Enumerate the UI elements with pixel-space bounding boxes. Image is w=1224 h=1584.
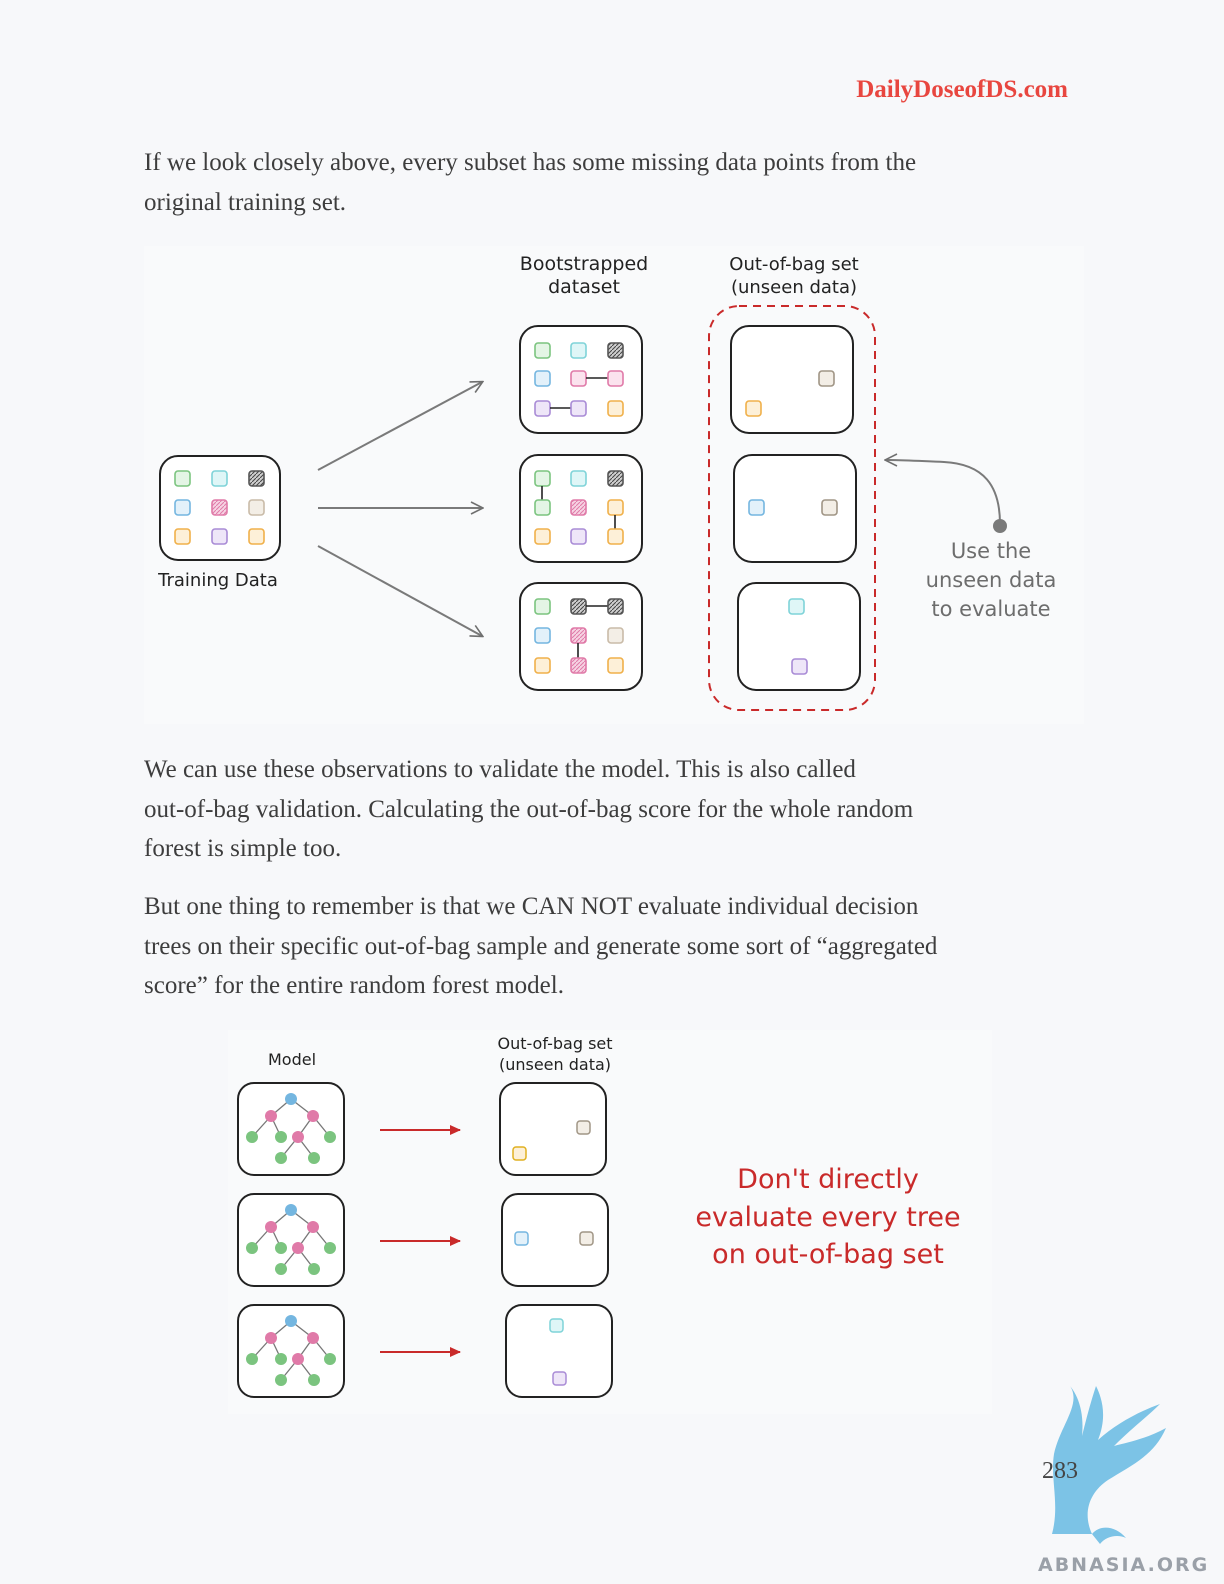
- bootstrapped-set: [519, 325, 643, 434]
- data-point: [211, 470, 228, 487]
- data-point: [248, 470, 265, 487]
- oob-diagram-svg: Bootstrapped dataset Out-of-bag set (uns…: [157, 253, 1057, 711]
- data-point: [174, 528, 191, 545]
- data-point: [248, 528, 265, 545]
- oob-set: [501, 1193, 609, 1287]
- bootstrapped-title: Bootstrapped: [520, 253, 648, 275]
- warning-note: on out-of-bag set: [712, 1239, 944, 1270]
- tree-model-box: [237, 1304, 345, 1398]
- tree-model-box: [237, 1193, 345, 1287]
- oob-set: [505, 1304, 613, 1398]
- pointer-dot-icon: [993, 519, 1007, 533]
- oob-container: [708, 305, 876, 711]
- bootstrapped-set: [519, 454, 643, 563]
- page-number: 283: [1042, 1458, 1078, 1484]
- paragraph-intro: If we look closely above, every subset h…: [144, 143, 1084, 222]
- tree-model-box: [237, 1082, 345, 1176]
- data-point: [211, 499, 228, 516]
- data-point: [248, 499, 265, 516]
- training-data-box: [159, 455, 281, 561]
- paragraph-line: We can use these observations to validat…: [144, 756, 856, 783]
- watermark-text: ABNASIA.ORG: [1038, 1554, 1210, 1576]
- oob-set-title: Out-of-bag set: [729, 254, 858, 275]
- oob-diagram: Bootstrapped dataset Out-of-bag set (uns…: [144, 246, 1084, 724]
- paragraph-line: out-of-bag validation. Calculating the o…: [144, 795, 914, 823]
- arrow-icon: [317, 545, 482, 636]
- paragraph-line: But one thing to remember is that we CAN…: [144, 893, 919, 920]
- data-point: [211, 528, 228, 545]
- data-point: [174, 470, 191, 487]
- oob-set-title: (unseen data): [731, 277, 857, 298]
- oob-set: [499, 1082, 607, 1176]
- griffin-logo-icon: [1052, 1386, 1166, 1544]
- evaluate-note: unseen data: [926, 568, 1057, 592]
- griffin-logo: [1030, 1384, 1170, 1558]
- oob-set: [730, 325, 854, 434]
- bootstrapped-title: dataset: [548, 276, 620, 298]
- paragraph-line: original training set.: [144, 188, 347, 216]
- data-point: [174, 499, 191, 516]
- oob-set-title: Out-of-bag set: [497, 1034, 612, 1053]
- site-header[interactable]: DailyDoseofDS.com: [856, 76, 1068, 103]
- paragraph-line: trees on their specific out-of-bag sampl…: [144, 932, 938, 960]
- tree-oob-diagram-svg: Model Out-of-bag set (unseen data): [237, 1034, 961, 1398]
- paragraph-line: score” for the entire random forest mode…: [144, 972, 564, 999]
- oob-set: [733, 454, 857, 563]
- arrow-icon: [317, 382, 482, 471]
- paragraph-oob-validation: We can use these observations to validat…: [144, 750, 1084, 869]
- oob-set: [737, 582, 861, 691]
- bootstrapped-set: [519, 582, 643, 691]
- tree-oob-diagram: Model Out-of-bag set (unseen data): [228, 1030, 992, 1414]
- evaluate-note: Use the: [951, 539, 1031, 563]
- paragraph-line: If we look closely above, every subset h…: [144, 149, 917, 176]
- evaluate-note: to evaluate: [931, 597, 1050, 621]
- arrow-icon: [886, 460, 1001, 525]
- paragraph-line: forest is simple too.: [144, 835, 342, 862]
- paragraph-caveat: But one thing to remember is that we CAN…: [144, 887, 1084, 1006]
- warning-note: Don't directly: [737, 1164, 919, 1195]
- training-data-label: Training Data: [157, 570, 278, 591]
- oob-set-title: (unseen data): [499, 1055, 611, 1074]
- warning-note: evaluate every tree: [695, 1202, 960, 1233]
- model-title: Model: [268, 1050, 316, 1069]
